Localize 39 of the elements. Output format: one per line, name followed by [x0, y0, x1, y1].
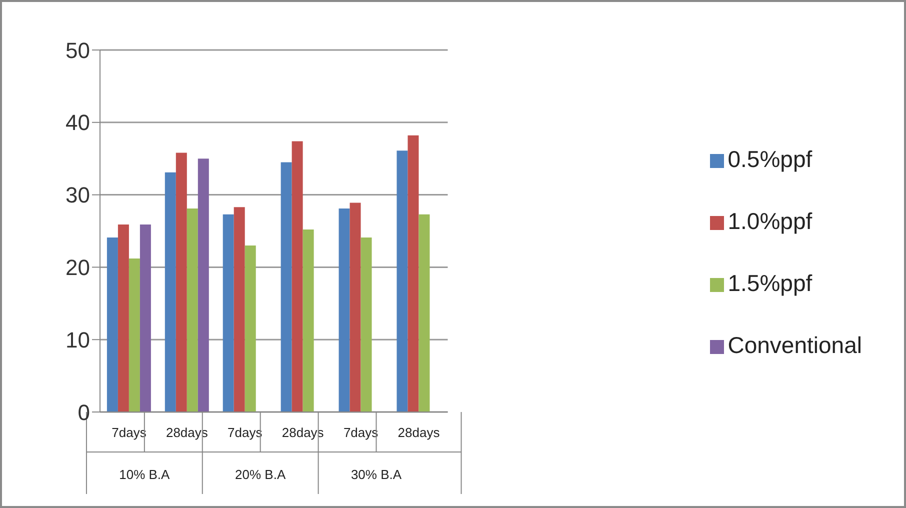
legend-label: Conventional	[728, 332, 862, 358]
text: 30% B.A	[350, 467, 402, 482]
bar	[140, 224, 151, 412]
y-tick-label: 40	[66, 110, 90, 136]
bar	[280, 162, 292, 412]
bar	[222, 214, 234, 412]
bar	[350, 202, 361, 412]
y-tick-label: 10	[66, 327, 90, 352]
bar	[198, 158, 209, 412]
bar	[234, 207, 245, 412]
legend-label: 0.5%ppf	[728, 146, 812, 172]
x-tick-label: 28days	[398, 425, 440, 440]
bar	[164, 172, 176, 412]
x-tick-label: 7days	[343, 425, 379, 440]
text: 10% B.A	[119, 467, 170, 482]
x-tick-label: 7days	[112, 425, 147, 440]
x-tick-label: 28days	[166, 425, 208, 440]
bar	[186, 208, 198, 412]
y-tick-label: 30	[66, 182, 90, 208]
bar	[106, 238, 118, 412]
bar	[176, 152, 187, 412]
bar	[128, 258, 140, 412]
bar	[292, 141, 303, 412]
legend-label: 1.0%ppf	[728, 208, 812, 234]
x-tick-label: 28days	[282, 425, 324, 440]
bar	[302, 230, 314, 412]
bar	[418, 214, 430, 412]
bar	[338, 208, 350, 412]
bar	[244, 245, 256, 412]
y-tick-label: 0	[78, 400, 90, 425]
bar	[396, 150, 408, 412]
text: 20% B.A	[235, 467, 286, 482]
legend-label: 1.5%ppf	[728, 270, 812, 296]
y-tick-label: 20	[66, 255, 90, 280]
bar	[360, 238, 372, 412]
bar	[118, 224, 129, 412]
y-tick-label: 50	[66, 38, 90, 63]
bar	[408, 135, 419, 412]
x-tick-label: 7days	[228, 425, 263, 440]
